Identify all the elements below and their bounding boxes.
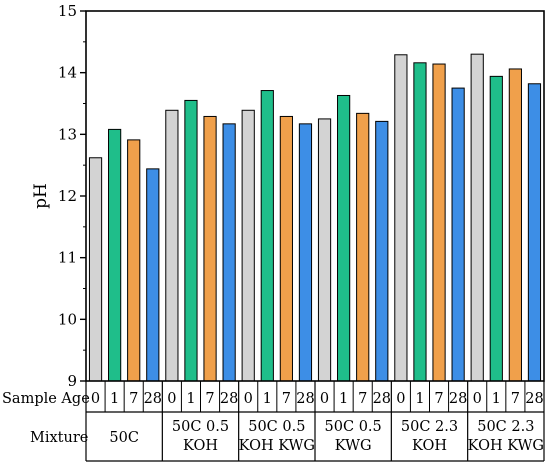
age-label: 0: [473, 391, 482, 407]
bar-0-age-7: [127, 139, 141, 382]
row-label-sample-age: Sample Age: [2, 391, 90, 407]
y-axis-label: pH: [31, 183, 51, 209]
age-label: 0: [320, 391, 329, 407]
y-axis: 9 10 11 12 13 14 15: [58, 2, 86, 390]
mixture-label: 50C 0.5: [325, 419, 382, 435]
age-label: 28: [144, 391, 162, 407]
bar-2-age-28: [298, 123, 313, 382]
age-label: 7: [205, 391, 214, 407]
mixture-label: 50C 2.3: [477, 419, 534, 435]
mixture-label: 50C 0.5: [248, 419, 305, 435]
mixture-label: KOH KWG: [468, 438, 544, 454]
bar-1-age-1: [184, 99, 198, 382]
y-tick-label: 11: [58, 249, 77, 267]
bar-4-age-1: [413, 62, 427, 382]
bar-4-age-28: [451, 87, 465, 382]
age-label: 28: [296, 391, 314, 407]
mixture-label: 50C 2.3: [401, 419, 458, 435]
age-label: 1: [263, 391, 272, 407]
mixture-label: KOH: [412, 438, 447, 454]
age-label: 1: [415, 391, 424, 407]
bar-2-age-7: [279, 115, 293, 382]
bars-layer: [88, 53, 542, 382]
age-label: 0: [167, 391, 176, 407]
bar-0-age-0: [88, 157, 103, 382]
age-label: 0: [244, 391, 253, 407]
mixture-label: KOH KWG: [239, 438, 315, 454]
age-label: 1: [492, 391, 501, 407]
mixture-label: 50C: [109, 430, 139, 446]
age-label: 0: [396, 391, 405, 407]
age-label: 1: [110, 391, 119, 407]
age-label: 7: [511, 391, 520, 407]
age-label: 1: [339, 391, 348, 407]
bar-2-age-1: [260, 90, 274, 382]
age-label: 28: [220, 391, 238, 407]
age-label: 0: [91, 391, 100, 407]
y-tick-label: 14: [58, 64, 77, 82]
bar-5-age-7: [508, 68, 522, 382]
bar-1-age-7: [203, 115, 217, 382]
bar-5-age-0: [470, 53, 484, 382]
age-label: 28: [449, 391, 467, 407]
age-label: 7: [282, 391, 291, 407]
bar-3-age-1: [337, 94, 351, 382]
bar-3-age-7: [356, 112, 370, 382]
mixture-label: KWG: [335, 438, 372, 454]
age-label: 28: [373, 391, 391, 407]
age-label: 7: [358, 391, 367, 407]
bar-5-age-28: [527, 83, 542, 382]
bar-4-age-0: [394, 54, 408, 382]
bar-0-age-1: [108, 128, 122, 382]
mixture-label: 50C 0.5: [172, 419, 229, 435]
age-label: 7: [434, 391, 443, 407]
y-tick-label: 10: [58, 310, 77, 328]
age-label: 28: [525, 391, 543, 407]
row-label-mixture: Mixture: [30, 430, 88, 446]
bar-2-age-0: [241, 109, 255, 382]
mixture-label: KOH: [183, 438, 218, 454]
y-tick-label: 15: [58, 2, 77, 20]
bar-5-age-1: [489, 75, 503, 382]
age-label: 7: [129, 391, 138, 407]
bar-3-age-0: [317, 118, 332, 382]
y-tick-label: 13: [58, 125, 77, 143]
y-tick-label: 9: [67, 372, 77, 390]
bar-1-age-28: [222, 123, 236, 382]
bar-1-age-0: [165, 109, 179, 382]
age-label: 1: [186, 391, 195, 407]
bar-4-age-7: [432, 63, 446, 382]
y-tick-label: 12: [58, 187, 77, 205]
bar-3-age-28: [375, 120, 389, 382]
bar-0-age-28: [146, 168, 160, 382]
